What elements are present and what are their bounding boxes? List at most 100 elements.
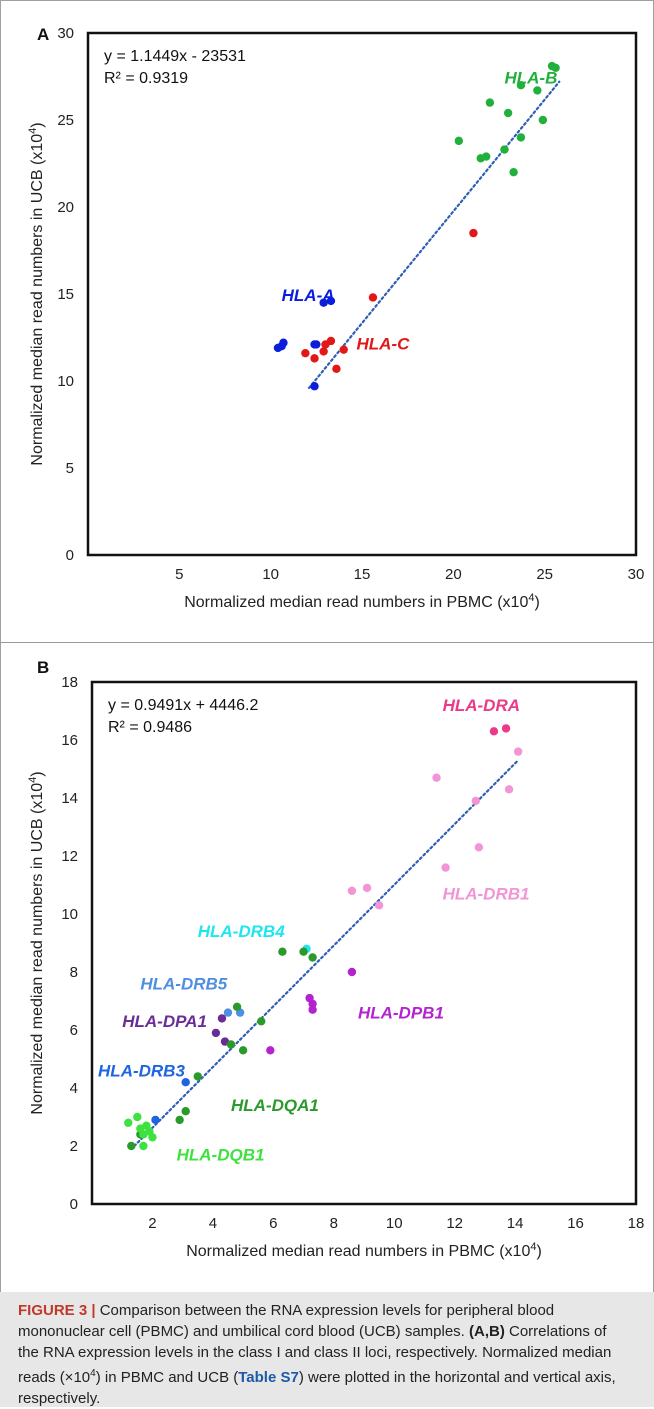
x-axis-label-close: ) <box>534 594 539 611</box>
series-label-hla-dqa1: HLA-DQA1 <box>231 1096 319 1115</box>
data-point-hla-b <box>516 133 526 142</box>
data-point-hla-dqa1 <box>232 1002 242 1011</box>
x-axis-label: Normalized median read numbers in PBMC (… <box>184 592 540 611</box>
x-tick-label: 18 <box>628 1215 645 1232</box>
data-point-hla-dqa1 <box>299 947 308 956</box>
y-axis-label-close: ) <box>29 122 46 127</box>
x-tick-label: 6 <box>269 1215 277 1232</box>
data-point-hla-c <box>301 348 310 358</box>
caption-text-3: ) were plotted in the horizontal and ver… <box>18 1369 616 1407</box>
y-tick-label: 30 <box>57 25 74 42</box>
data-point-hla-c <box>368 293 378 302</box>
data-point-hla-b <box>533 86 542 95</box>
data-point-hla-b <box>538 115 548 125</box>
x-tick-label: 30 <box>628 566 645 583</box>
caption-title: Comparison between the RNA expression le… <box>18 1302 555 1340</box>
data-point-hla-dpb1 <box>266 1046 275 1055</box>
y-tick-label: 4 <box>70 1080 78 1097</box>
y-tick-label: 25 <box>57 112 74 129</box>
y-tick-label: 14 <box>61 790 78 807</box>
figure-caption: FIGURE 3 | Comparison between the RNA ex… <box>0 1292 654 1407</box>
series-label-hla-dqb1: HLA-DQB1 <box>177 1146 265 1165</box>
x-tick-label: 16 <box>567 1215 584 1232</box>
series-label-hla-dpb1: HLA-DPB1 <box>358 1003 444 1022</box>
data-point-hla-drb1 <box>362 883 372 893</box>
data-point-hla-dpb1 <box>308 1005 317 1014</box>
y-tick-label: 5 <box>66 460 74 477</box>
x-tick-label: 2 <box>148 1215 156 1232</box>
x-axis-label: Normalized median read numbers in PBMC (… <box>186 1241 542 1260</box>
data-point-hla-c <box>319 347 328 356</box>
data-point-hla-c <box>310 354 319 363</box>
y-tick-label: 10 <box>57 373 74 390</box>
x-tick-label: 5 <box>175 566 183 583</box>
trendline <box>133 759 520 1148</box>
data-point-hla-a <box>310 382 319 391</box>
data-point-hla-drb1 <box>474 843 484 852</box>
x-tick-label: 15 <box>354 566 371 583</box>
data-point-hla-dpb1 <box>347 967 357 977</box>
x-tick-label: 25 <box>536 566 553 583</box>
y-tick-label: 0 <box>70 1196 78 1213</box>
data-point-hla-b <box>485 98 495 107</box>
y-tick-label: 12 <box>61 848 78 865</box>
data-point-hla-dqa1 <box>238 1046 248 1055</box>
data-point-hla-dqa1 <box>193 1072 202 1081</box>
data-point-hla-b <box>482 152 491 161</box>
data-point-hla-b <box>503 108 513 118</box>
panel-label: B <box>37 658 49 677</box>
series-label-hla-drb3: HLA-DRB3 <box>98 1061 185 1080</box>
data-point-hla-dqa1 <box>127 1141 136 1151</box>
data-point-hla-drb3 <box>151 1115 160 1125</box>
data-point-hla-dqa1 <box>308 953 317 962</box>
data-point-hla-b <box>516 81 526 90</box>
x-tick-label: 10 <box>262 566 279 583</box>
data-point-hla-drb1 <box>432 773 441 782</box>
series-label-hla-dra: HLA-DRA <box>443 696 520 715</box>
data-point-hla-drb1 <box>441 863 450 872</box>
data-point-hla-dqb1 <box>133 1112 142 1122</box>
y-tick-label: 8 <box>70 964 78 981</box>
data-point-hla-dqa1 <box>226 1040 236 1049</box>
plot-area <box>86 31 638 557</box>
data-point-hla-drb1 <box>471 796 481 806</box>
y-axis-label-exponent: 4 <box>27 128 39 134</box>
x-tick-label: 8 <box>330 1215 338 1232</box>
data-point-hla-drb1 <box>374 901 384 910</box>
y-axis-label-text: Normalized median read numbers in UCB (x… <box>29 783 46 1115</box>
data-point-hla-b <box>454 136 464 146</box>
data-point-hla-drb5 <box>223 1008 233 1017</box>
data-point-hla-dqb1 <box>148 1133 157 1142</box>
trendline-equation: y = 0.9491x + 4446.2 <box>108 697 258 714</box>
data-point-hla-dqa1 <box>278 947 287 956</box>
data-point-hla-dpa1 <box>217 1014 227 1023</box>
series-label-hla-drb5: HLA-DRB5 <box>140 974 227 993</box>
data-point-hla-drb1 <box>504 785 514 794</box>
x-axis-label-text: Normalized median read numbers in PBMC (… <box>184 594 528 611</box>
caption-panels-ref: (A,B) <box>469 1323 505 1340</box>
data-point-hla-b <box>500 145 509 154</box>
x-tick-label: 12 <box>446 1215 463 1232</box>
data-point-hla-c <box>469 228 478 238</box>
r-squared: R² = 0.9486 <box>108 719 192 736</box>
series-label-hla-drb4: HLA-DRB4 <box>198 922 285 941</box>
y-axis-label: Normalized median read numbers in UCB (x… <box>27 122 46 465</box>
panel-a-chart: A 5 10 15 20 25 30 0 5 10 15 20 25 30 Normalized media… <box>27 25 645 611</box>
data-point-hla-dpa1 <box>211 1028 221 1038</box>
panel-label: A <box>37 25 49 44</box>
data-point-hla-drb1 <box>513 747 523 756</box>
y-tick-label: 18 <box>61 674 78 691</box>
data-point-hla-dpb1 <box>308 999 317 1009</box>
caption-figure-label: FIGURE 3 | <box>18 1302 96 1319</box>
plot-area <box>90 680 638 1206</box>
series-label-hla-b: HLA-B <box>504 68 557 87</box>
data-point-hla-drb1 <box>347 886 357 895</box>
y-tick-label: 15 <box>57 286 74 303</box>
y-tick-label: 20 <box>57 199 74 216</box>
data-point-hla-dqb1 <box>139 1141 148 1151</box>
data-point-hla-c <box>326 336 336 346</box>
y-axis-label-exponent: 4 <box>27 777 39 783</box>
data-point-hla-dqa1 <box>175 1115 184 1125</box>
x-axis-label-exponent: 4 <box>528 592 534 604</box>
data-point-hla-c <box>339 345 348 354</box>
